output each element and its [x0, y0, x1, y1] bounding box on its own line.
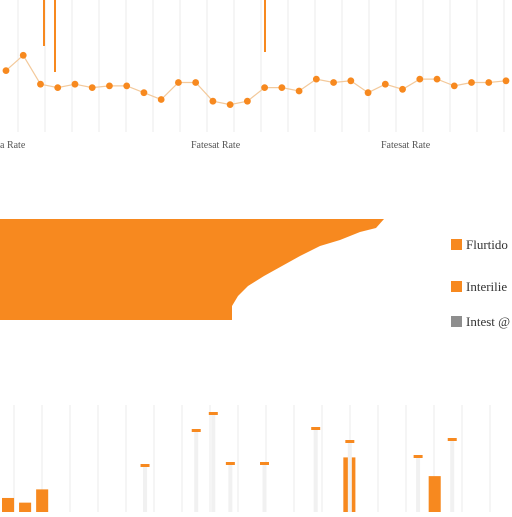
data-point [502, 77, 510, 85]
area-chart [0, 219, 384, 320]
data-point [123, 82, 131, 90]
line-chart-grid [17, 0, 505, 132]
bar-marker [208, 412, 218, 415]
data-point [364, 89, 372, 97]
bar-marker [311, 427, 321, 430]
data-point [71, 80, 79, 88]
data-point [2, 67, 10, 74]
data-point [433, 75, 441, 83]
bar [2, 497, 15, 512]
data-point [468, 79, 475, 86]
area-fill [0, 219, 384, 320]
bar [19, 502, 32, 512]
data-point [347, 77, 355, 85]
data-point [192, 79, 200, 86]
data-point [140, 89, 148, 97]
legend-item-interilie: Interilie [451, 279, 512, 295]
data-point [261, 84, 269, 91]
data-point [54, 84, 62, 91]
data-point [381, 80, 389, 88]
data-point [243, 97, 251, 105]
legend-label: Flurtido [466, 237, 508, 252]
bar-chart [2, 412, 457, 512]
bar-marker [447, 438, 457, 441]
x-axis-label: Fatesat Rate [381, 140, 431, 151]
data-point [450, 82, 458, 90]
bar [36, 489, 49, 512]
legend-item-intest: Intest @ [451, 314, 512, 330]
legend-swatch [451, 316, 462, 327]
x-axis-label: a Rate [0, 140, 26, 151]
data-point [106, 82, 113, 90]
data-point [37, 80, 44, 88]
x-axis-label: Fatesat Rate [191, 140, 241, 151]
legend-swatch [451, 239, 462, 250]
legend-item-flurtido: Flurtido [451, 237, 512, 253]
bar-marker [191, 429, 201, 432]
legend-swatch [451, 281, 462, 292]
bar-marker [140, 464, 150, 467]
data-point [175, 79, 182, 86]
bar [428, 476, 441, 512]
bar-marker [260, 462, 269, 465]
line-chart [2, 0, 510, 108]
data-point [226, 101, 234, 108]
line-chart-x-labels: a Rate Fatesat Rate Fatesat Rate [0, 140, 431, 151]
data-point [416, 75, 424, 83]
data-point [399, 85, 406, 93]
data-point [209, 97, 217, 105]
bar-marker [345, 440, 355, 443]
data-point [157, 96, 165, 103]
data-point [295, 87, 303, 95]
data-point [485, 79, 493, 86]
data-point [88, 84, 96, 91]
bar-marker [413, 455, 423, 458]
data-point [278, 84, 286, 91]
data-point [19, 51, 27, 59]
bar-marker [225, 462, 235, 465]
data-point [312, 75, 320, 83]
series-line [5, 54, 507, 106]
legend-label: Interilie [466, 279, 508, 294]
data-point [330, 79, 337, 86]
legend-label: Intest @ [466, 314, 511, 329]
